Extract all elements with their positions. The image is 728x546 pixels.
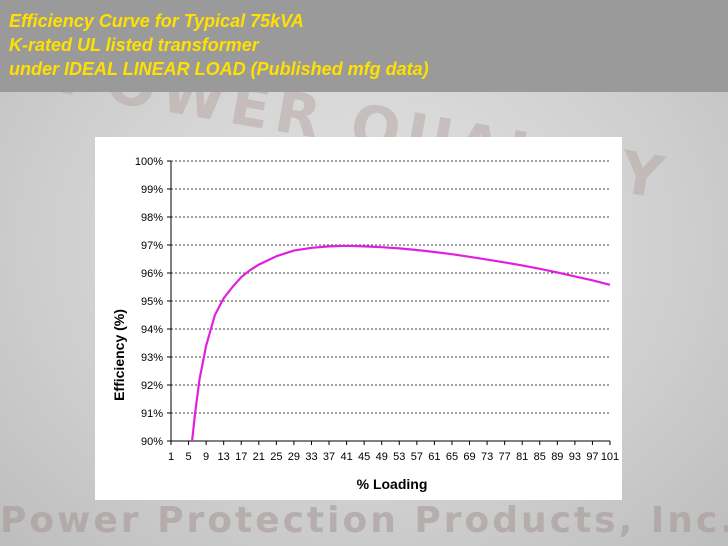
y-tick-label: 94%: [141, 324, 163, 336]
x-tick-label: 9: [203, 451, 209, 463]
x-tick-label: 69: [463, 451, 475, 463]
x-tick-label: 81: [516, 451, 528, 463]
x-tick-label: 93: [569, 451, 581, 463]
x-tick-label: 1: [168, 451, 174, 463]
y-tick-label: 95%: [141, 296, 163, 308]
x-tick-label: 29: [288, 451, 300, 463]
x-tick-label: 61: [428, 451, 440, 463]
x-tick-label: 37: [323, 451, 335, 463]
x-tick-label: 73: [481, 451, 493, 463]
x-tick-label: 89: [551, 451, 563, 463]
efficiency-chart: 90% 91% 92% 93% 94% 95% 96% 97% 98% 99% 100% 1 5 9 13 1…: [111, 156, 619, 492]
y-tick-label: 93%: [141, 352, 163, 364]
x-tick-label: 25: [270, 451, 282, 463]
y-tick-label: 99%: [141, 184, 163, 196]
y-tick-label: 98%: [141, 212, 163, 224]
x-tick-label: 49: [376, 451, 388, 463]
x-tick-label: 21: [253, 451, 265, 463]
efficiency-series-line: [191, 244, 611, 442]
series-layer: [191, 244, 611, 442]
x-tick-label: 41: [340, 451, 352, 463]
x-tick-label: 77: [499, 451, 511, 463]
slide-title-line-2: K-rated UL listed transformer: [9, 35, 259, 55]
x-tick-label: 17: [235, 451, 247, 463]
y-tick-label: 92%: [141, 380, 163, 392]
grid-layer: [171, 160, 610, 414]
slide-title-line-1: Efficiency Curve for Typical 75kVA: [9, 11, 304, 31]
y-axis-title: Efficiency (%): [111, 309, 127, 401]
x-tick-label: 97: [586, 451, 598, 463]
x-tick-label: 57: [411, 451, 423, 463]
y-tick-label: 100%: [135, 156, 163, 168]
y-tick-label: 96%: [141, 268, 163, 280]
watermark-company: Power Protection Products, Inc.: [0, 500, 728, 541]
x-tick-label: 33: [305, 451, 317, 463]
axis-layer: 90% 91% 92% 93% 94% 95% 96% 97% 98% 99% 100% 1 5 9 13 1…: [135, 156, 619, 463]
title-band: Efficiency Curve for Typical 75kVA K-rat…: [0, 0, 728, 92]
x-tick-label: 13: [218, 451, 230, 463]
x-tick-label: 5: [185, 451, 191, 463]
x-tick-label: 65: [446, 451, 458, 463]
x-tick-label: 101: [601, 451, 619, 463]
x-tick-label: 45: [358, 451, 370, 463]
chart-panel: 90% 91% 92% 93% 94% 95% 96% 97% 98% 99% 100% 1 5 9 13 1…: [95, 137, 622, 500]
y-tick-label: 91%: [141, 408, 163, 420]
x-axis-title: % Loading: [357, 476, 428, 492]
x-tick-label: 53: [393, 451, 405, 463]
slide-title-line-3: under IDEAL LINEAR LOAD (Published mfg d…: [9, 59, 429, 79]
y-tick-label: 97%: [141, 240, 163, 252]
x-tick-label: 85: [534, 451, 546, 463]
y-tick-label: 90%: [141, 436, 163, 448]
